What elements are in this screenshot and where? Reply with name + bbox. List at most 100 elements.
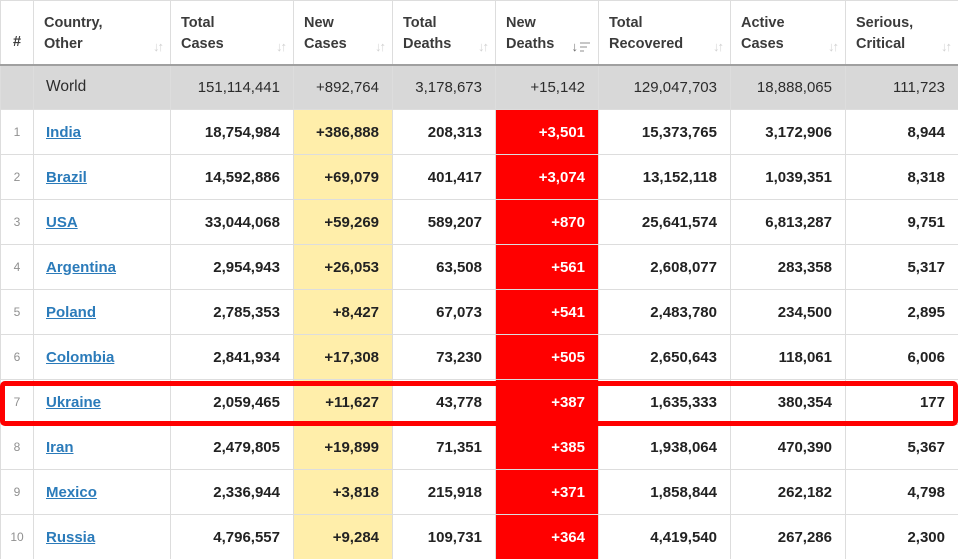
active-cases-cell: 6,813,287	[730, 199, 846, 245]
total-deaths-cell: 109,731	[392, 514, 496, 559]
new-cases-cell: +59,269	[293, 199, 393, 245]
total-cases-cell: 4,796,557	[170, 514, 294, 559]
active-cases-cell: 267,286	[730, 514, 846, 559]
column-label: Serious, Critical	[856, 15, 914, 52]
total-deaths-cell: 63,508	[392, 244, 496, 290]
country-cell: Mexico	[33, 469, 171, 515]
country-link[interactable]: Poland	[46, 303, 97, 321]
serious-critical-cell: 2,895	[845, 289, 958, 335]
column-label: Active Cases	[741, 15, 785, 52]
total-cases-cell: 2,954,943	[170, 244, 294, 290]
total-recovered-cell: 2,483,780	[598, 289, 731, 335]
serious-critical-cell: 6,006	[845, 334, 958, 380]
world-label: World	[33, 64, 171, 110]
sort-both-icon: ↓↑	[828, 38, 839, 54]
new-cases-cell: +8,427	[293, 289, 393, 335]
column-header-total-recovered[interactable]: Total Recovered ↓↑	[598, 0, 731, 66]
country-link[interactable]: Mexico	[46, 483, 97, 501]
active-cases-cell: 118,061	[730, 334, 846, 380]
serious-critical-cell: 5,317	[845, 244, 958, 290]
country-cell: India	[33, 109, 171, 155]
country-link[interactable]: USA	[46, 213, 78, 231]
sort-both-icon: ↓↑	[478, 38, 489, 54]
table-row: 2 Brazil 14,592,886 +69,079 401,417 +3,0…	[0, 154, 958, 200]
new-deaths-cell: +371	[495, 469, 599, 515]
table-row: 10 Russia 4,796,557 +9,284 109,731 +364 …	[0, 514, 958, 559]
column-label: New Deaths	[506, 15, 555, 52]
country-link[interactable]: Ukraine	[46, 393, 102, 411]
country-link[interactable]: Iran	[46, 438, 74, 456]
total-deaths-cell: 43,778	[392, 379, 496, 425]
serious-critical-cell: 8,318	[845, 154, 958, 200]
total-deaths-cell: 589,207	[392, 199, 496, 245]
table-row: 3 USA 33,044,068 +59,269 589,207 +870 25…	[0, 199, 958, 245]
total-deaths-cell: 215,918	[392, 469, 496, 515]
rank-cell: 2	[0, 154, 34, 200]
rank-cell: 4	[0, 244, 34, 290]
rank-cell: 10	[0, 514, 34, 559]
table-row: 6 Colombia 2,841,934 +17,308 73,230 +505…	[0, 334, 958, 380]
rank-cell: 5	[0, 289, 34, 335]
new-deaths-cell: +385	[495, 424, 599, 470]
column-header-new-cases[interactable]: New Cases ↓↑	[293, 0, 393, 66]
total-recovered-cell: 13,152,118	[598, 154, 731, 200]
column-header-active-cases[interactable]: Active Cases ↓↑	[730, 0, 846, 66]
active-cases-cell: 3,172,906	[730, 109, 846, 155]
rank-cell: 7	[0, 379, 34, 425]
country-link[interactable]: Brazil	[46, 168, 87, 186]
active-cases-cell: 18,888,065	[730, 64, 846, 110]
total-recovered-cell: 2,608,077	[598, 244, 731, 290]
country-link[interactable]: India	[46, 123, 82, 141]
column-label: Total Cases	[181, 15, 224, 52]
sort-both-icon: ↓↑	[941, 38, 952, 54]
total-deaths-cell: 208,313	[392, 109, 496, 155]
column-header-total-deaths[interactable]: Total Deaths ↓↑	[392, 0, 496, 66]
new-cases-cell: +69,079	[293, 154, 393, 200]
column-header-serious-critical[interactable]: Serious, Critical ↓↑	[845, 0, 958, 66]
active-cases-cell: 262,182	[730, 469, 846, 515]
country-link[interactable]: Colombia	[46, 348, 115, 366]
total-deaths-cell: 3,178,673	[392, 64, 496, 110]
country-cell: USA	[33, 199, 171, 245]
new-cases-cell: +19,899	[293, 424, 393, 470]
sort-descending-active-icon: ↓	[572, 39, 590, 55]
rank-cell: 3	[0, 199, 34, 245]
country-cell: Brazil	[33, 154, 171, 200]
new-deaths-cell: +364	[495, 514, 599, 559]
column-header-country[interactable]: Country, Other ↓↑	[33, 0, 171, 66]
column-label: Total Recovered	[609, 15, 684, 52]
country-link[interactable]: Russia	[46, 528, 96, 546]
serious-critical-cell: 8,944	[845, 109, 958, 155]
total-recovered-cell: 25,641,574	[598, 199, 731, 245]
total-deaths-cell: 401,417	[392, 154, 496, 200]
active-cases-cell: 470,390	[730, 424, 846, 470]
total-recovered-cell: 2,650,643	[598, 334, 731, 380]
new-deaths-cell: +870	[495, 199, 599, 245]
new-cases-cell: +386,888	[293, 109, 393, 155]
column-header-new-deaths[interactable]: New Deaths ↓	[495, 0, 599, 66]
total-cases-cell: 151,114,441	[170, 64, 294, 110]
total-cases-cell: 2,059,465	[170, 379, 294, 425]
rank-cell: 6	[0, 334, 34, 380]
active-cases-cell: 1,039,351	[730, 154, 846, 200]
new-deaths-cell: +15,142	[495, 64, 599, 110]
country-link[interactable]: Argentina	[46, 258, 117, 276]
total-cases-cell: 2,841,934	[170, 334, 294, 380]
column-header-rank[interactable]: #	[0, 0, 34, 66]
total-deaths-cell: 67,073	[392, 289, 496, 335]
column-label: Country, Other	[44, 15, 103, 52]
serious-critical-cell: 5,367	[845, 424, 958, 470]
new-cases-cell: +26,053	[293, 244, 393, 290]
serious-critical-cell: 2,300	[845, 514, 958, 559]
new-deaths-cell: +3,501	[495, 109, 599, 155]
country-cell: Argentina	[33, 244, 171, 290]
table-row: 1 India 18,754,984 +386,888 208,313 +3,5…	[0, 109, 958, 155]
table-row: 4 Argentina 2,954,943 +26,053 63,508 +56…	[0, 244, 958, 290]
sort-both-icon: ↓↑	[276, 38, 287, 54]
header-row: # Country, Other ↓↑ Total Cases ↓↑	[0, 0, 958, 66]
column-header-total-cases[interactable]: Total Cases ↓↑	[170, 0, 294, 66]
total-recovered-cell: 15,373,765	[598, 109, 731, 155]
country-cell: Iran	[33, 424, 171, 470]
